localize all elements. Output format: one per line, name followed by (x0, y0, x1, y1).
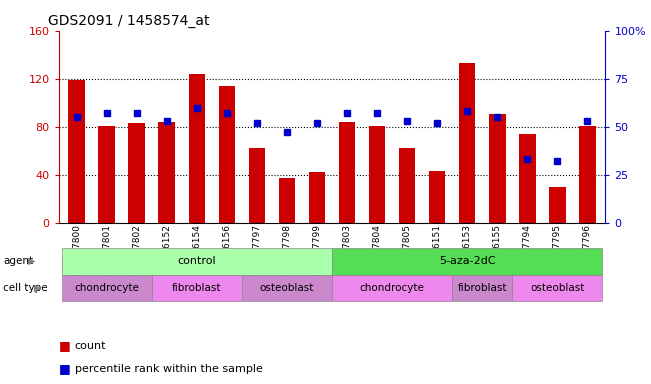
Text: ▶: ▶ (34, 283, 42, 293)
Bar (158, 122, 175, 223)
Bar (429, 171, 445, 223)
Text: agent: agent (3, 256, 33, 266)
Text: fibroblast: fibroblast (172, 283, 221, 293)
Text: ■: ■ (59, 339, 70, 352)
Bar (339, 122, 355, 223)
Bar (549, 187, 566, 223)
Text: chondrocyte: chondrocyte (359, 283, 424, 293)
Text: osteoblast: osteoblast (260, 283, 314, 293)
Bar (399, 148, 415, 223)
Bar (98, 126, 115, 223)
Text: GDS2091 / 1458574_at: GDS2091 / 1458574_at (48, 14, 209, 28)
Text: 5-aza-2dC: 5-aza-2dC (439, 256, 495, 266)
Bar (579, 126, 596, 223)
Text: percentile rank within the sample: percentile rank within the sample (75, 364, 263, 374)
Text: ■: ■ (59, 362, 70, 375)
Bar (219, 86, 235, 223)
Text: count: count (75, 341, 106, 351)
Text: control: control (178, 256, 216, 266)
Text: ▶: ▶ (28, 256, 36, 266)
Text: fibroblast: fibroblast (458, 283, 507, 293)
Bar (369, 126, 385, 223)
Bar (489, 114, 506, 223)
Bar (309, 172, 326, 223)
Bar (189, 74, 205, 223)
Text: osteoblast: osteoblast (530, 283, 585, 293)
Bar (249, 148, 265, 223)
Bar (519, 134, 536, 223)
Text: chondrocyte: chondrocyte (74, 283, 139, 293)
Bar (459, 63, 475, 223)
Bar (68, 80, 85, 223)
Text: cell type: cell type (3, 283, 48, 293)
Bar (128, 123, 145, 223)
Bar (279, 178, 295, 223)
